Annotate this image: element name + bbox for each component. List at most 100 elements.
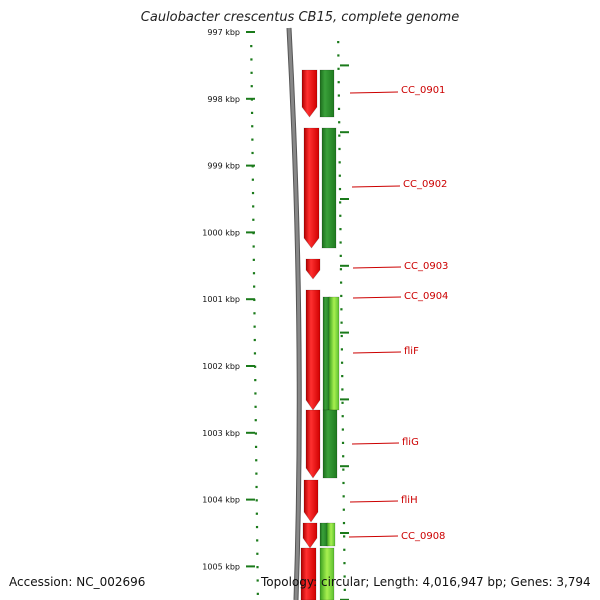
minor-tick — [255, 499, 258, 502]
gene-leader-line — [348, 535, 399, 538]
minor-tick — [341, 415, 344, 418]
minor-tick — [251, 125, 254, 128]
minor-tick — [343, 575, 346, 578]
kbp-tick-label: 1000 kbp — [202, 228, 240, 237]
kbp-tick-label: 1003 kbp — [202, 429, 240, 438]
minor-tick — [255, 512, 258, 515]
minor-tick — [340, 294, 343, 298]
minor-tick — [255, 472, 258, 475]
forward-strand-arrow — [319, 69, 335, 118]
topology-label: Topology: — [261, 575, 318, 589]
minor-tick — [252, 232, 255, 235]
gene-leader-line — [351, 442, 400, 445]
length-value: 4,016,947 bp — [422, 575, 503, 589]
minor-tick — [253, 325, 256, 328]
minor-tick — [255, 459, 258, 462]
minor-tick — [341, 388, 344, 391]
forward-strand-arrow — [321, 127, 337, 249]
forward-strand-arrow — [326, 522, 336, 547]
gene-leader-line — [352, 266, 402, 269]
minor-tick — [342, 508, 345, 511]
minor-tick — [339, 268, 343, 271]
gene-label[interactable]: CC_0908 — [401, 531, 445, 542]
minor-tick — [253, 338, 256, 342]
minor-tick — [255, 525, 259, 529]
minor-tick — [343, 548, 346, 551]
gene-label[interactable]: CC_0904 — [404, 291, 448, 302]
reverse-strand-arrow — [303, 127, 320, 249]
kbp-tick-label: 1002 kbp — [202, 362, 240, 371]
minor-tick — [343, 562, 346, 565]
minor-tick — [340, 334, 343, 338]
gene-label[interactable]: CC_0901 — [401, 85, 445, 96]
minor-tick — [251, 178, 254, 181]
minor-tick — [251, 165, 254, 168]
minor-tick — [339, 201, 342, 204]
minor-tick — [251, 138, 254, 141]
minor-tick — [250, 58, 253, 61]
kbp-tick-label: 999 kbp — [207, 162, 240, 171]
minor-tick — [342, 468, 345, 471]
minor-tick — [337, 41, 340, 44]
gene-leader-line — [351, 185, 401, 188]
genome-stats: Topology: circular; Length: 4,016,947 bp… — [261, 575, 591, 589]
kbp-tick-label: 1004 kbp — [202, 496, 240, 505]
kbp-tick-label: 997 kbp — [207, 28, 240, 37]
reverse-strand-arrow — [300, 547, 317, 600]
minor-tick — [253, 298, 256, 302]
gene-leader-line — [349, 91, 399, 94]
length-label: Length: — [373, 575, 419, 589]
map-title: Caulobacter crescentus CB15, complete ge… — [140, 10, 460, 25]
minor-tick — [251, 191, 255, 195]
gene-label[interactable]: CC_0903 — [404, 261, 448, 272]
feature-layer — [300, 69, 340, 600]
minor-tick — [339, 281, 343, 284]
minor-tick — [252, 218, 255, 221]
minor-tick — [250, 111, 254, 114]
minor-tick — [254, 419, 257, 422]
minor-tick — [256, 592, 259, 595]
minor-tick — [337, 54, 340, 57]
reverse-strand-arrow — [302, 522, 318, 549]
reverse-strand-arrow — [305, 258, 321, 280]
forward-strand-arrow — [319, 547, 335, 600]
minor-tick — [256, 579, 259, 582]
minor-tick — [255, 485, 258, 489]
minor-tick — [250, 71, 253, 74]
tick-layer: 997 kbp 998 kbp 999 kbp 1000 kbp 1001 kbp 100… — [202, 28, 349, 600]
minor-tick — [341, 401, 344, 404]
minor-tick — [254, 365, 257, 368]
reverse-strand-arrow — [303, 479, 319, 523]
gene-label[interactable]: fliG — [402, 437, 419, 448]
minor-tick — [254, 392, 257, 395]
minor-tick — [338, 134, 341, 137]
minor-tick — [254, 379, 257, 382]
kbp-tick-label: 998 kbp — [207, 95, 240, 104]
minor-tick — [254, 405, 257, 408]
minor-tick — [253, 352, 257, 355]
genes-label: Genes: — [510, 575, 553, 589]
minor-tick — [337, 94, 340, 97]
gene-leader-line — [349, 500, 399, 503]
minor-tick — [340, 308, 343, 311]
gene-label[interactable]: fliF — [404, 346, 419, 357]
minor-tick — [253, 285, 256, 288]
minor-tick — [250, 45, 253, 48]
minor-tick — [252, 245, 255, 248]
minor-tick — [337, 107, 341, 110]
minor-tick — [338, 147, 341, 151]
minor-tick — [253, 312, 256, 315]
minor-tick — [341, 375, 344, 378]
accession-value: NC_002696 — [76, 575, 146, 589]
minor-tick — [339, 241, 342, 244]
reverse-strand-arrow — [305, 409, 321, 479]
minor-tick — [250, 85, 253, 88]
minor-tick — [342, 481, 345, 485]
gene-label[interactable]: fliH — [401, 495, 418, 506]
minor-tick — [254, 432, 258, 435]
minor-tick — [254, 445, 258, 448]
minor-tick — [256, 539, 259, 542]
gene-label[interactable]: CC_0902 — [403, 179, 447, 190]
minor-tick — [252, 205, 255, 208]
